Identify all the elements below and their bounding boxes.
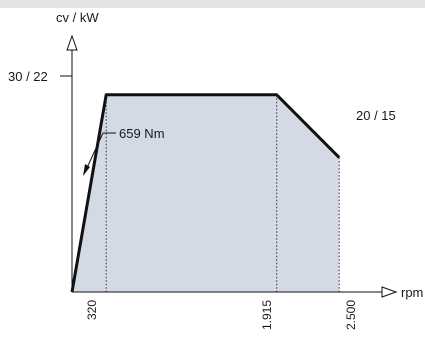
power-area bbox=[72, 94, 340, 292]
top-band bbox=[0, 0, 425, 8]
x-axis-label: rpm bbox=[401, 285, 423, 300]
annotation-arrowhead bbox=[83, 164, 90, 176]
torque-annotation: 659 Nm bbox=[119, 126, 165, 141]
y-axis-arrow bbox=[66, 34, 78, 51]
y-axis-label: cv / kW bbox=[56, 10, 99, 25]
x-axis-arrow bbox=[381, 286, 398, 298]
x-tick-label-2500: 2.500 bbox=[344, 300, 358, 330]
x-tick-label-1915: 1.915 bbox=[260, 300, 274, 330]
x-tick-label-320: 320 bbox=[85, 300, 99, 320]
power-curve-line bbox=[70, 93, 341, 293]
end-value-label: 20 / 15 bbox=[356, 108, 396, 123]
y-tick-label: 30 / 22 bbox=[8, 69, 48, 84]
annotation-leader bbox=[85, 132, 104, 171]
